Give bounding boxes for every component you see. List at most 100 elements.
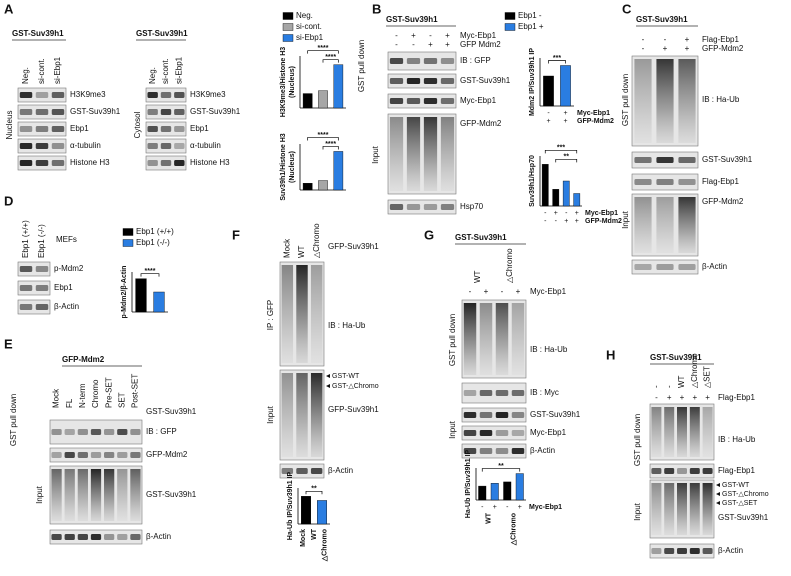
lane-label: Neg. (148, 67, 157, 84)
sign: - (642, 44, 645, 53)
sign: + (516, 287, 521, 296)
blot-title: GST-Suv39h1 (650, 353, 702, 362)
row-label: IB : GFP (460, 56, 491, 65)
legend-swatch (282, 12, 294, 20)
lane-label: - (652, 385, 661, 388)
row-label: Histone H3 (70, 158, 110, 167)
y-axis-label: Ha-Ub IP/Suv39h1 IP (465, 449, 472, 518)
side-label: Input (35, 485, 44, 504)
band (19, 304, 33, 310)
band (423, 204, 438, 210)
band (495, 448, 509, 454)
band (64, 429, 75, 435)
sign: + (692, 393, 697, 402)
band (77, 452, 88, 458)
row-label: GFP-Mdm2 (460, 119, 502, 128)
marker-label: GST-WT (332, 373, 360, 380)
sign: - (412, 40, 415, 49)
side-label: GST pull down (357, 40, 366, 92)
smear (51, 469, 62, 521)
bar (318, 90, 328, 109)
marker-arrow (716, 492, 720, 496)
band (147, 126, 158, 132)
sign-row-name: Flag-Ebp1 (702, 35, 739, 44)
band (19, 285, 33, 291)
row-label: GFP-Mdm2 (702, 197, 744, 206)
sign: - (544, 218, 547, 225)
sign: + (411, 31, 416, 40)
sign: + (493, 504, 497, 511)
legend-swatch (122, 228, 134, 236)
band (104, 429, 115, 435)
bar (302, 93, 313, 109)
blot-strip (17, 280, 51, 296)
sign: + (705, 393, 710, 402)
row-label: GST-Suv39h1 (718, 513, 769, 522)
band (117, 534, 128, 540)
band (19, 143, 33, 149)
panel-label: F (232, 227, 240, 242)
blot-strip (387, 51, 457, 71)
row-label: β-Actin (328, 466, 353, 475)
significance: *** (557, 145, 565, 152)
bar (302, 183, 313, 191)
band (389, 78, 404, 84)
side-label: Nucleus (5, 111, 14, 140)
band (463, 412, 477, 418)
blot-title: GST-Suv39h1 (386, 15, 438, 24)
bar (552, 189, 560, 207)
side-label: Input (371, 145, 380, 164)
blot-strip (387, 73, 457, 89)
significance: ** (311, 486, 317, 493)
lane-label: Mock (52, 388, 61, 408)
smear (678, 197, 696, 253)
row-label: α-tubulin (70, 141, 101, 150)
lane-label: WT (473, 270, 482, 283)
blot-strip (461, 425, 527, 441)
side-label: Input (621, 210, 630, 229)
bar (333, 151, 344, 191)
y-axis-label: (Nucleus) (289, 151, 296, 183)
sig-bracket (305, 490, 323, 495)
smear (656, 197, 674, 253)
band (90, 429, 102, 435)
band (440, 98, 455, 104)
blot-title: GFP-Mdm2 (62, 355, 105, 364)
band (440, 204, 455, 210)
band (479, 430, 493, 436)
band (51, 143, 65, 149)
lane-label: Chromo (91, 379, 100, 408)
band (656, 264, 674, 270)
band (406, 98, 421, 104)
lane-label: WT (677, 375, 686, 388)
lane-label: si-cont. (37, 58, 46, 84)
smear (296, 265, 308, 363)
lane-label: Ebp1 (+/+) (21, 220, 30, 258)
row-label: β-Actin (530, 446, 555, 455)
bar (301, 496, 312, 525)
band (51, 126, 65, 132)
lane-label: △SET (703, 366, 712, 388)
smear (310, 265, 323, 363)
bar (333, 64, 344, 109)
lane-label: si-Ebp1 (174, 56, 183, 84)
band (702, 548, 713, 554)
lane-label: SET (117, 392, 126, 408)
row-label: GST-Suv39h1 (190, 107, 241, 116)
sign: + (685, 35, 690, 44)
bar (135, 278, 147, 313)
band (406, 78, 421, 84)
band (117, 429, 128, 435)
lane-label: WT (297, 245, 306, 258)
band (678, 179, 696, 185)
sig-bracket (322, 59, 339, 63)
row-label: Histone H3 (190, 158, 230, 167)
band (130, 429, 141, 435)
sign: - (429, 31, 432, 40)
band (296, 468, 308, 474)
band (64, 452, 75, 458)
sign: - (469, 287, 472, 296)
side-label: Input (633, 502, 642, 521)
lane-label: △Chromo (312, 223, 321, 258)
band (174, 160, 185, 166)
